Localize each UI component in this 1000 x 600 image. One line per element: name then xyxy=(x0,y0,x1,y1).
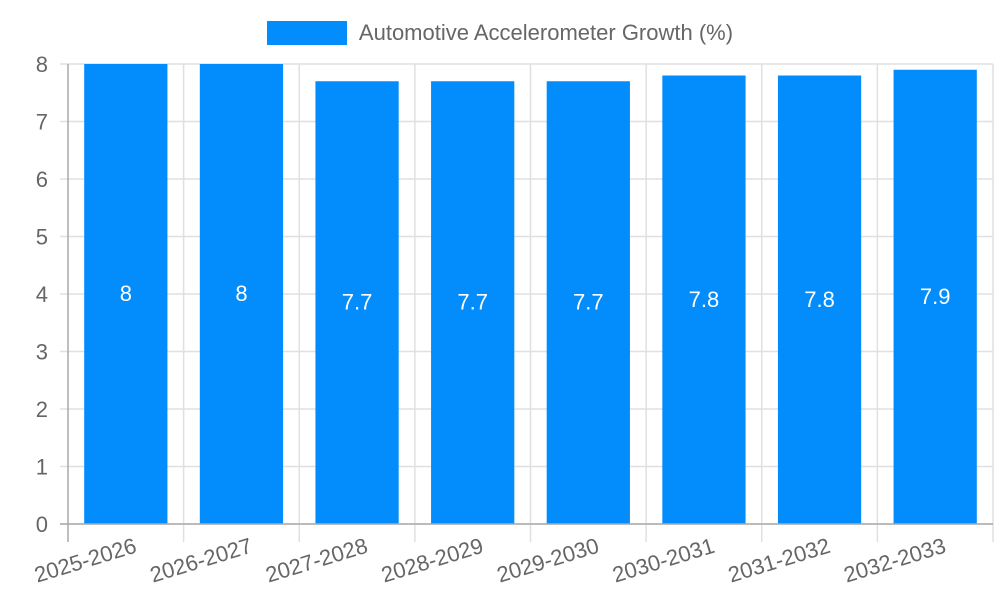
y-tick-label: 3 xyxy=(36,340,48,365)
bar[interactable] xyxy=(315,81,399,524)
bar-value-label: 8 xyxy=(120,281,132,306)
x-tick-label: 2029-2030 xyxy=(494,533,602,588)
y-tick-label: 5 xyxy=(36,225,48,250)
bar-value-label: 7.8 xyxy=(804,287,835,312)
x-tick-label: 2027-2028 xyxy=(263,533,371,588)
bar-value-label: 7.7 xyxy=(573,290,604,315)
y-tick-label: 8 xyxy=(36,52,48,77)
y-axis-ticks: 0 1 2 3 4 5 6 7 8 xyxy=(36,52,48,537)
x-tick-label: 2032-2033 xyxy=(841,533,949,588)
y-tick-label: 0 xyxy=(36,512,48,537)
bar[interactable] xyxy=(431,81,515,524)
chart-legend: Automotive Accelerometer Growth (%) xyxy=(0,18,1000,48)
x-tick-label: 2025-2026 xyxy=(31,533,139,588)
x-tick-label: 2030-2031 xyxy=(609,533,717,588)
x-tick-label: 2031-2032 xyxy=(725,533,833,588)
bar[interactable] xyxy=(662,75,746,525)
bar[interactable] xyxy=(546,81,630,524)
y-tick-label: 6 xyxy=(36,167,48,192)
x-tick-label: 2026-2027 xyxy=(147,533,255,588)
bar[interactable] xyxy=(893,69,977,524)
y-tick-label: 2 xyxy=(36,397,48,422)
data-labels: 8 8 7.7 7.7 7.7 7.8 7.8 7.9 xyxy=(120,281,951,315)
bar-value-label: 7.8 xyxy=(689,287,720,312)
x-tick-label: 2028-2029 xyxy=(378,533,486,588)
y-tick-label: 1 xyxy=(36,455,48,480)
bar[interactable] xyxy=(777,75,862,525)
bar-value-label: 7.9 xyxy=(920,284,951,309)
axes xyxy=(60,64,993,542)
bar-value-label: 7.7 xyxy=(342,290,373,315)
y-tick-label: 7 xyxy=(36,110,48,135)
y-tick-label: 4 xyxy=(36,282,48,307)
bar[interactable] xyxy=(84,64,168,524)
bar-value-label: 8 xyxy=(235,281,247,306)
bar-value-label: 7.7 xyxy=(457,290,488,315)
legend-swatch[interactable] xyxy=(266,21,347,45)
bar[interactable] xyxy=(199,64,284,524)
bars xyxy=(84,64,977,524)
x-axis-ticks: 2025-2026 2026-2027 2027-2028 2028-2029 2029… xyxy=(31,533,948,588)
legend-label[interactable]: Automotive Accelerometer Growth (%) xyxy=(358,20,734,45)
